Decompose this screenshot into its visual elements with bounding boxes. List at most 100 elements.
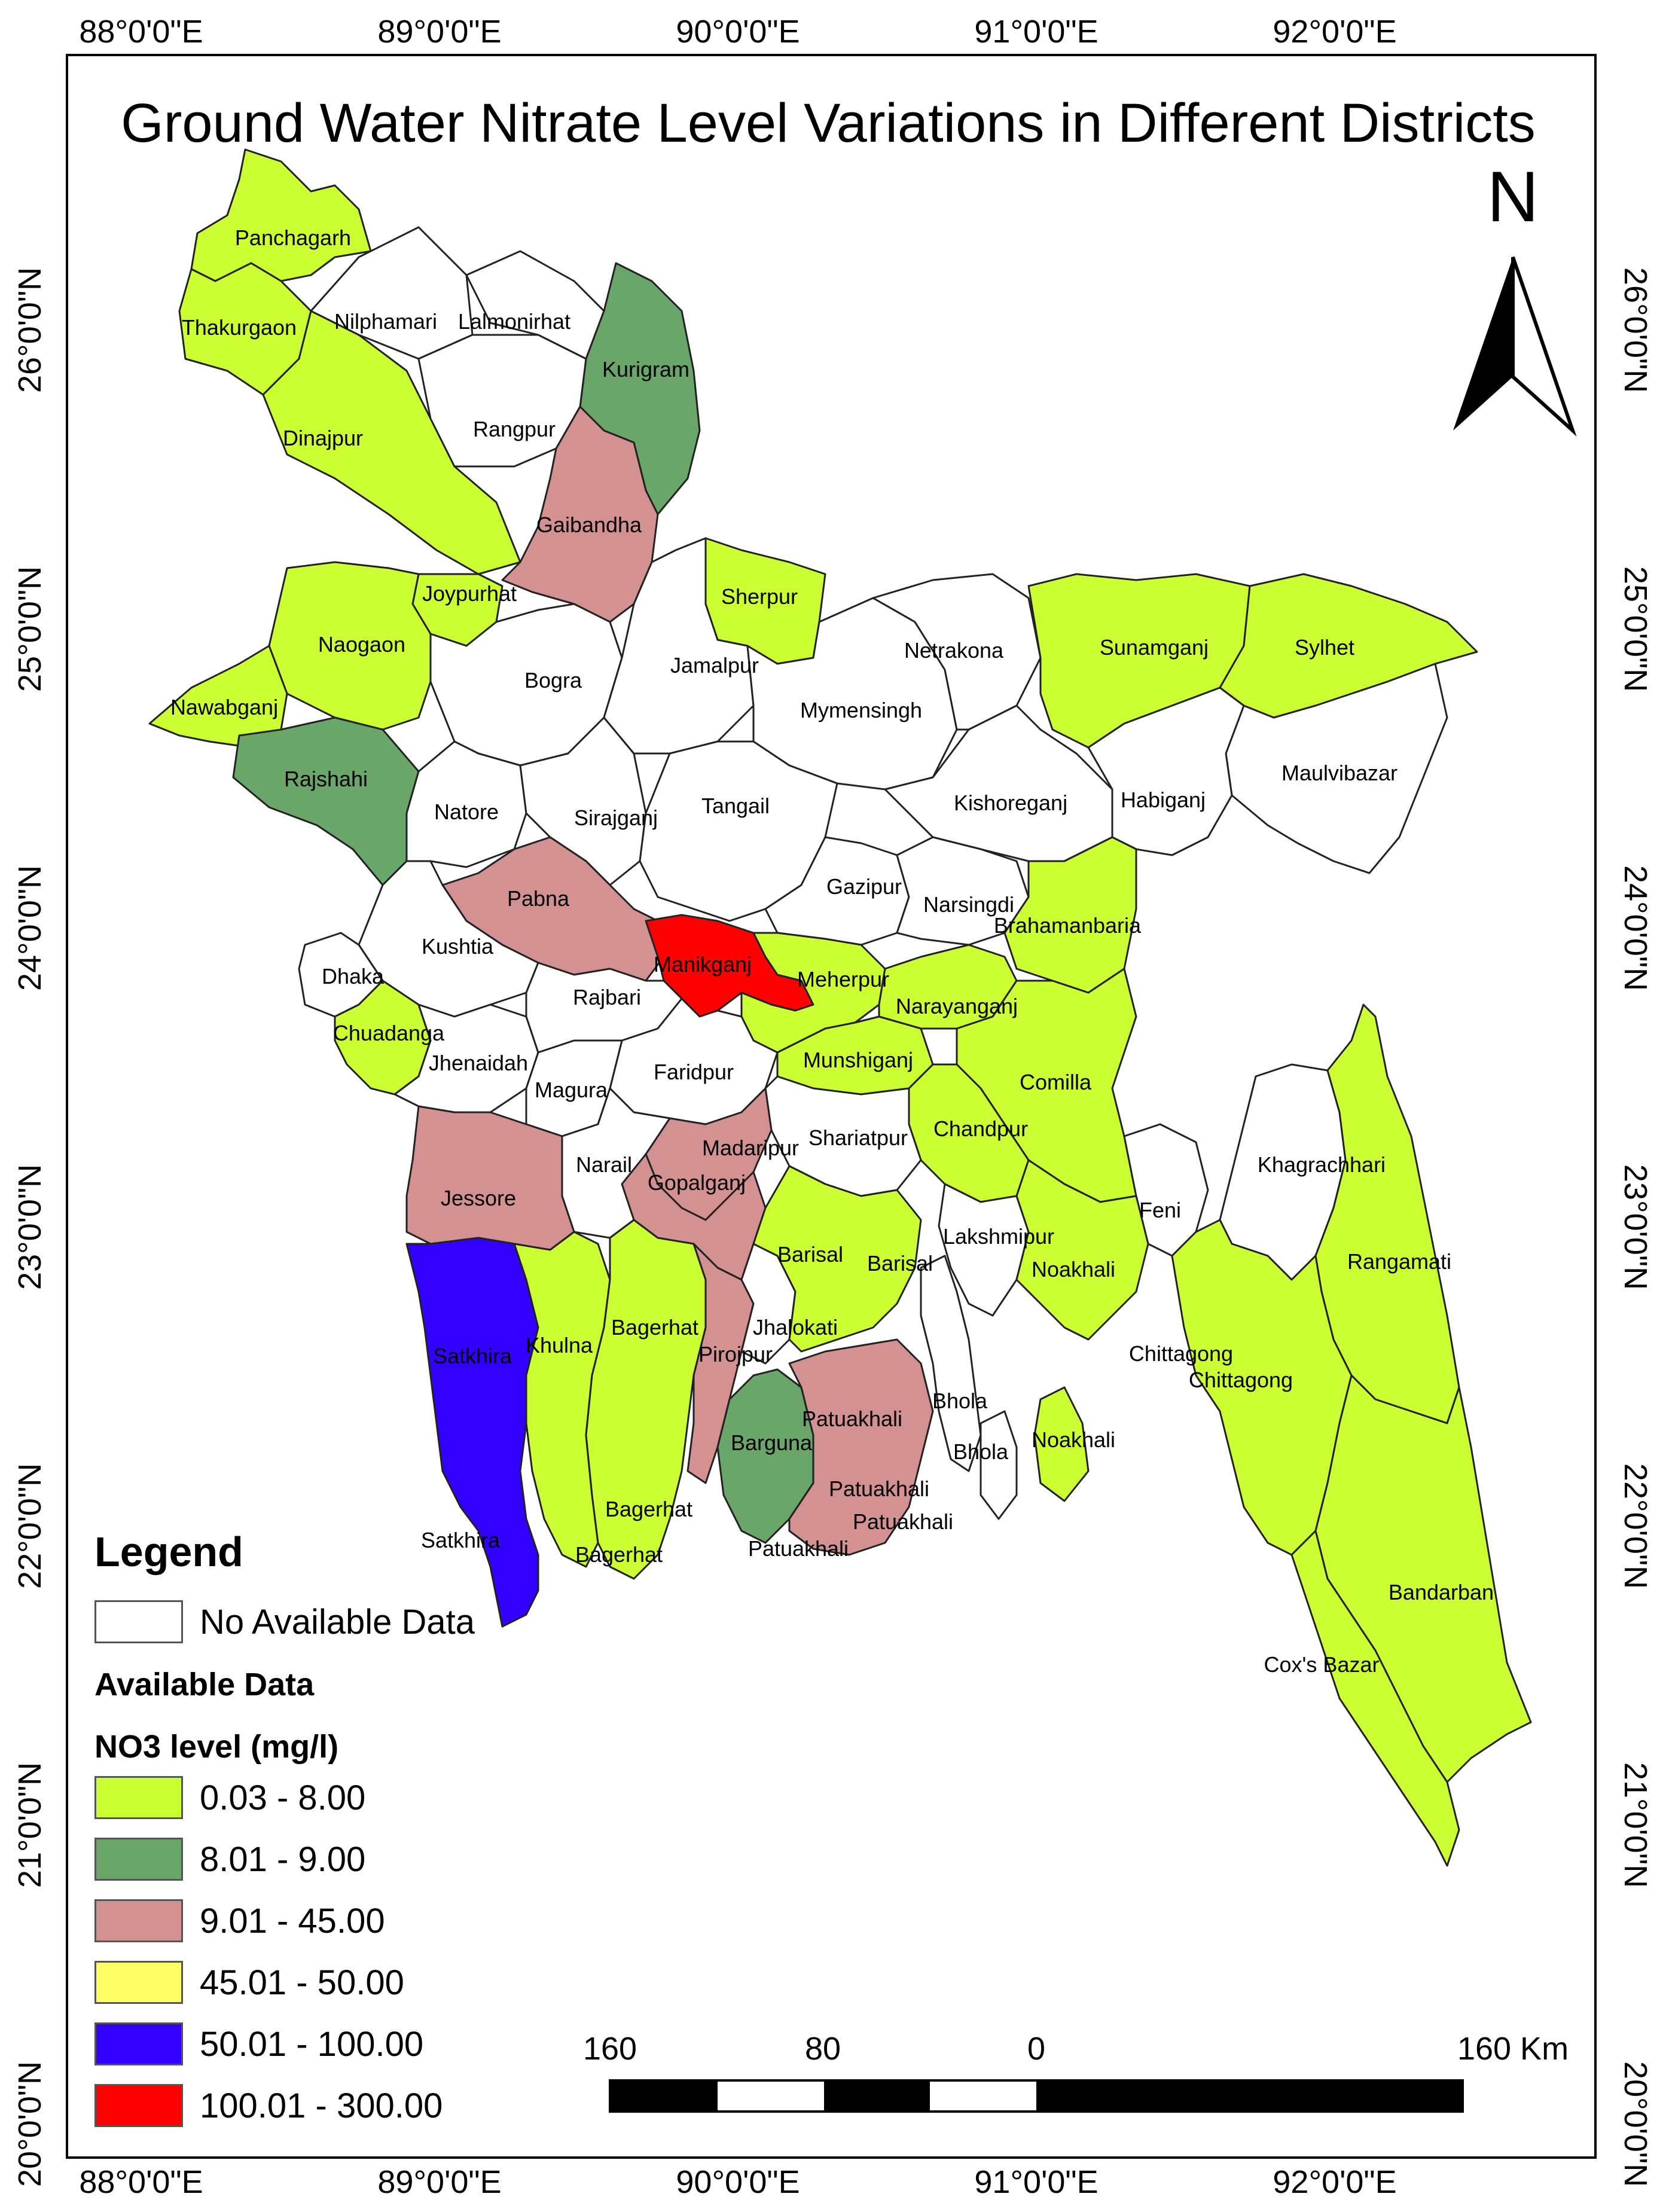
map-title: Ground Water Nitrate Level Variations in… <box>121 93 1536 154</box>
district-label: Meherpur <box>797 967 889 991</box>
district-label: Chandpur <box>933 1116 1028 1141</box>
district-barisal[interactable] <box>752 1165 922 1353</box>
district-nilphamari[interactable] <box>310 226 474 360</box>
district-label: Cox's Bazar <box>1264 1652 1380 1677</box>
district-label: Shariatpur <box>808 1125 908 1150</box>
legend-class-row: 50.01 - 100.00 <box>94 2022 423 2065</box>
district-label: Dinajpur <box>283 426 363 450</box>
district-label: Jamalpur <box>670 653 759 678</box>
district-label: Natore <box>434 800 499 824</box>
district-label: Jhenaidah <box>429 1051 528 1075</box>
district-label: Khagrachhari <box>1258 1152 1386 1177</box>
district-label: Rangamati <box>1347 1249 1451 1274</box>
north-arrow: N <box>1453 157 1577 437</box>
district-label: Pabna <box>507 886 570 911</box>
district-label: Maulvibazar <box>1281 761 1398 785</box>
district-label: Manikganj <box>654 952 752 977</box>
district-bandarban[interactable] <box>1314 1374 1532 1783</box>
district-panchagarh[interactable] <box>190 148 372 282</box>
district-label: Noakhali <box>1032 1427 1115 1452</box>
legend-swatch <box>94 2022 183 2065</box>
district-rajshahi[interactable] <box>232 716 420 886</box>
district-label: Tangail <box>701 794 770 818</box>
district-label: Sylhet <box>1295 635 1354 660</box>
district-label: Bagerhat <box>611 1315 698 1340</box>
district-bhola-island[interactable] <box>980 1410 1018 1520</box>
district-label: Khulna <box>526 1333 593 1357</box>
scale-label: 160 Km <box>1457 2031 1569 2067</box>
longitude-label: 92°0'0"E <box>1273 2164 1397 2200</box>
district-label: Dhaka <box>322 964 385 988</box>
district-label: Naogaon <box>318 632 405 657</box>
district-label: Kushtia <box>422 934 494 959</box>
legend-swatch <box>94 1776 183 1819</box>
longitude-label: 91°0'0"E <box>974 14 1099 50</box>
district-label: Chuadanga <box>333 1021 445 1045</box>
district-label: Bhola <box>953 1439 1009 1464</box>
district-label: Thakurgaon <box>182 315 297 340</box>
district-satkhira[interactable] <box>405 1237 539 1628</box>
legend-class-row: 45.01 - 50.00 <box>94 1961 404 2004</box>
longitude-label: 90°0'0"E <box>676 2164 800 2200</box>
district-coxs-bazar[interactable] <box>1290 1530 1460 1867</box>
district-noakhali[interactable] <box>1015 1159 1149 1341</box>
district-label: Bandarban <box>1389 1580 1494 1604</box>
district-lakshmipur[interactable] <box>938 1183 1030 1317</box>
legend-swatch <box>94 2084 183 2127</box>
district-label: Sirajganj <box>574 806 658 830</box>
district-label: Gaibandha <box>536 512 642 537</box>
district-label: Sunamganj <box>1100 635 1209 660</box>
district-label: Joypurhat <box>422 581 517 606</box>
legend-no-data-swatch <box>94 1600 183 1643</box>
north-label: N <box>1487 157 1539 237</box>
district-label: Barguna <box>731 1430 813 1455</box>
legend-available-label: Available Data <box>94 1667 315 1703</box>
legend-class-row: 0.03 - 8.00 <box>94 1776 365 1819</box>
district-label: Kurigram <box>602 357 689 382</box>
district-maulvibazar[interactable] <box>1225 663 1448 874</box>
district-label: Narail <box>576 1152 632 1177</box>
district-label: Feni <box>1139 1198 1181 1222</box>
district-patuakhali[interactable] <box>788 1338 934 1556</box>
district-label: Barisal <box>867 1251 933 1276</box>
district-label: Satkhira <box>433 1344 512 1368</box>
legend-swatch <box>94 1899 183 1942</box>
district-label: Nawabganj <box>170 695 278 719</box>
district-label: Jhalokati <box>753 1315 838 1340</box>
district-label: Barisal <box>777 1242 843 1267</box>
district-gaibandha[interactable] <box>501 405 659 623</box>
district-label: Noakhali <box>1032 1257 1115 1282</box>
scale-label: 80 <box>804 2031 841 2067</box>
legend-swatch <box>94 1838 183 1881</box>
legend-title: Legend <box>94 1528 243 1575</box>
legend-class-label: 100.01 - 300.00 <box>200 2086 443 2125</box>
district-label: Faridpur <box>654 1060 734 1084</box>
district-label: Magura <box>535 1078 608 1102</box>
district-label: Narayanganj <box>896 994 1018 1018</box>
longitude-label: 89°0'0"E <box>377 2164 502 2200</box>
longitude-label: 91°0'0"E <box>974 2164 1099 2200</box>
scale-label: 160 <box>582 2031 637 2067</box>
district-label: Chittagong <box>1189 1368 1293 1392</box>
legend-class-row: 9.01 - 45.00 <box>94 1899 385 1942</box>
district-label: Patuakhali <box>748 1536 849 1561</box>
district-label: Bagerhat <box>605 1497 692 1521</box>
scale-label: 0 <box>1027 2031 1046 2067</box>
district-label: Bhola <box>932 1389 988 1413</box>
district-label: Narsingdi <box>923 892 1014 917</box>
legend-class-label: 9.01 - 45.00 <box>200 1901 385 1941</box>
district-label: Rajbari <box>573 985 641 1009</box>
district-label: Patuakhali <box>829 1476 929 1501</box>
scale-bar <box>609 2079 1464 2113</box>
longitude-label: 88°0'0"E <box>79 2164 203 2200</box>
district-noakhali-island[interactable] <box>1033 1386 1090 1502</box>
legend-class-label: 50.01 - 100.00 <box>200 2024 424 2064</box>
district-bhola[interactable] <box>920 1255 982 1472</box>
district-label: Patuakhali <box>802 1406 902 1431</box>
district-label: Satkhira <box>421 1528 501 1552</box>
district-nawabganj[interactable] <box>148 645 288 749</box>
legend-class-label: 45.01 - 50.00 <box>200 1963 404 2002</box>
district-label: Brahamanbaria <box>994 913 1142 938</box>
district-label: Comilla <box>1020 1070 1092 1094</box>
legend-no-data: No Available Data <box>94 1600 475 1643</box>
